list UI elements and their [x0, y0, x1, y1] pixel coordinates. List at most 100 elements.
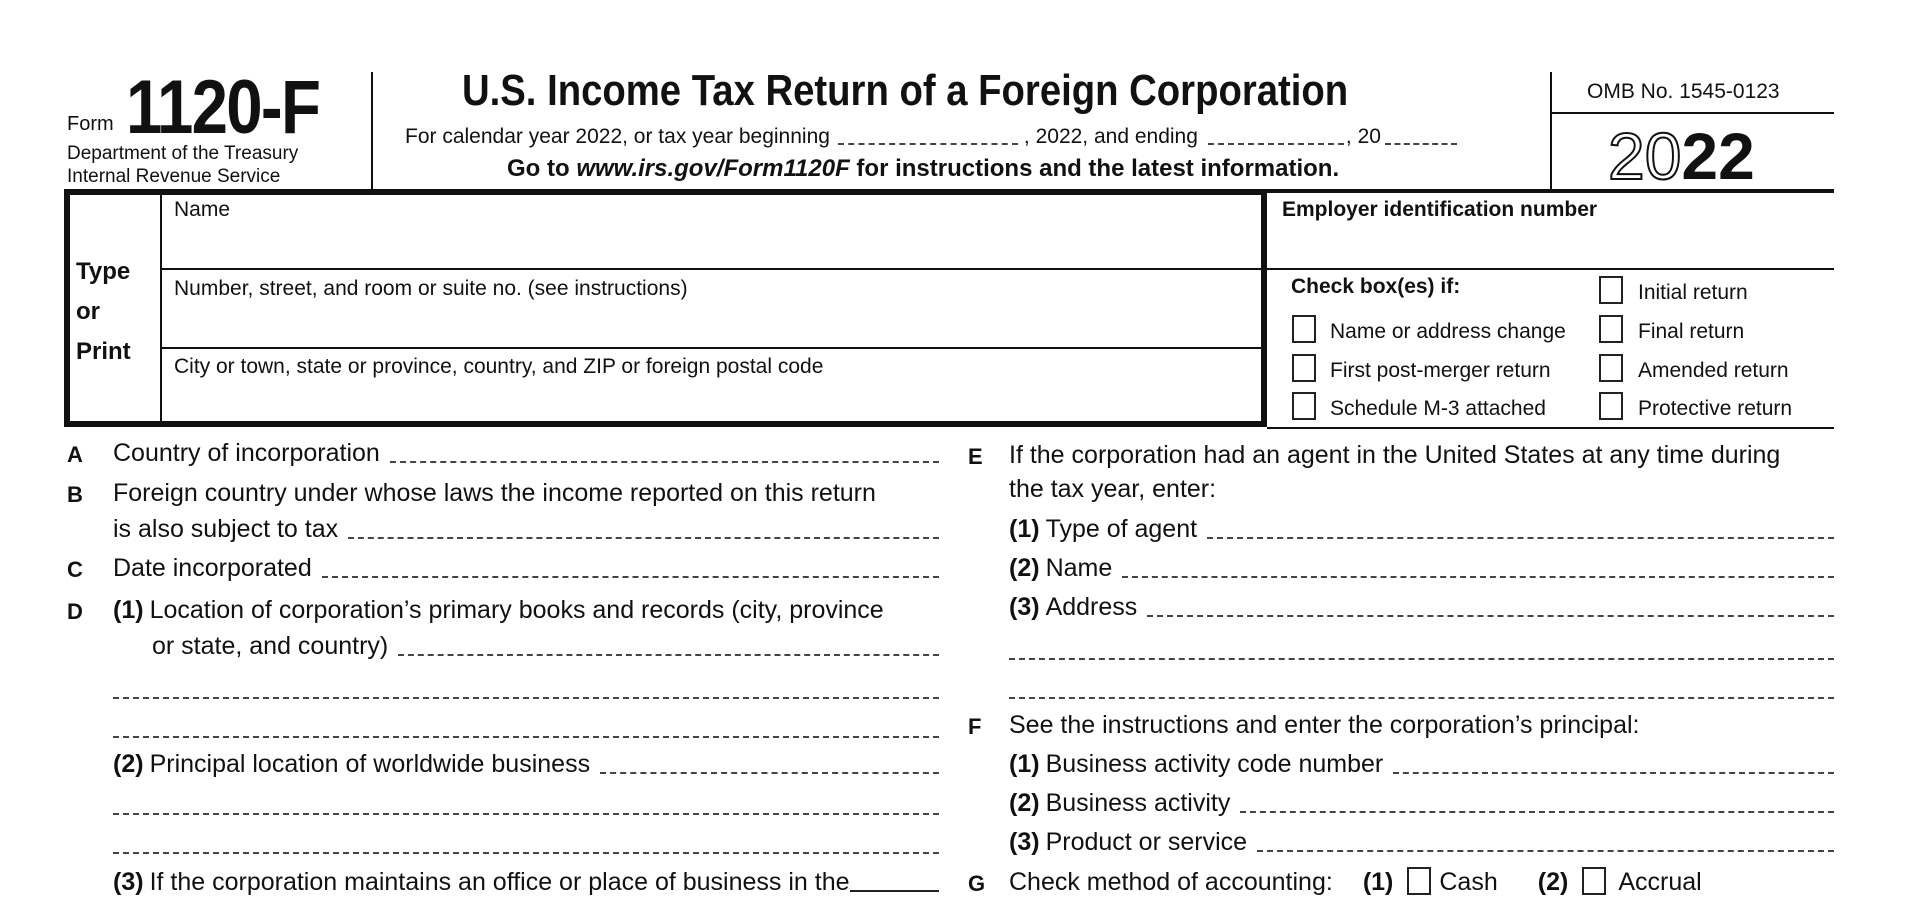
line-d2-extra	[113, 788, 939, 820]
schedule-m3-checkbox[interactable]	[1292, 392, 1316, 420]
dept-line1: Department of the Treasury	[67, 143, 299, 164]
tax-year-text-c: , 20	[1345, 125, 1381, 148]
line-e-cont: the tax year, enter:	[1009, 472, 1834, 504]
name-address-change-checkbox[interactable]	[1292, 315, 1316, 343]
books-location-field-2[interactable]	[113, 697, 939, 699]
tax-year-outline: 20	[1607, 118, 1682, 194]
line-f2: (2) Business activity	[1009, 786, 1834, 818]
agent-address-field[interactable]	[1147, 615, 1834, 617]
first-post-merger-checkbox[interactable]	[1292, 354, 1316, 382]
divider	[1267, 268, 1834, 270]
print-word: Print	[76, 338, 131, 365]
line-e-label: If the corporation had an agent in the U…	[1009, 441, 1781, 469]
goto-text-a: Go to	[507, 155, 577, 182]
line-e-label-cont: the tax year, enter:	[1009, 475, 1217, 503]
agent-address-field-2[interactable]	[1009, 658, 1834, 660]
line-f3: (3) Product or service	[1009, 825, 1834, 857]
name-label: Name	[174, 198, 231, 221]
line-d2-label: Principal location of worldwide business	[149, 750, 591, 778]
line-e3-number: (3)	[1009, 593, 1040, 621]
worldwide-business-field-2[interactable]	[113, 813, 939, 815]
country-of-incorporation-field[interactable]	[389, 461, 939, 463]
foreign-country-field[interactable]	[348, 537, 939, 539]
amended-return-checkbox[interactable]	[1599, 354, 1623, 382]
line-d1: D (1) Location of corporation’s primary bo…	[67, 593, 939, 625]
initial-return-checkbox[interactable]	[1599, 276, 1623, 304]
line-b-label: Foreign country under whose laws the inc…	[113, 479, 876, 507]
city-input[interactable]	[170, 383, 1255, 419]
line-d3-number: (3)	[113, 868, 144, 896]
line-b-label-cont: is also subject to tax	[113, 515, 339, 543]
line-d1-label: Location of corporation’s primary books …	[149, 596, 884, 624]
line-b-letter: B	[67, 482, 83, 507]
line-d3-label: If the corporation maintains an office o…	[149, 868, 850, 896]
line-d2-number: (2)	[113, 750, 144, 778]
divider	[160, 347, 1264, 349]
name-input[interactable]	[170, 226, 1255, 266]
line-c: C Date incorporated	[67, 551, 939, 583]
agent-address-field-3[interactable]	[1009, 697, 1834, 699]
cash-checkbox[interactable]	[1407, 867, 1432, 895]
line-b-cont: is also subject to tax	[113, 512, 939, 544]
books-location-field[interactable]	[398, 654, 939, 656]
divider	[371, 72, 373, 190]
accrual-label: Accrual	[1618, 868, 1702, 896]
line-e3: (3) Address	[1009, 590, 1834, 622]
city-label: City or town, state or province, country…	[174, 355, 824, 378]
line-d3-field[interactable]	[849, 890, 939, 892]
initial-return-label: Initial return	[1638, 281, 1748, 304]
agent-name-field[interactable]	[1122, 576, 1834, 578]
protective-return-checkbox[interactable]	[1599, 392, 1623, 420]
form-title: U.S. Income Tax Return of a Foreign Corp…	[462, 66, 1481, 116]
line-e3-label: Address	[1045, 593, 1138, 621]
street-input[interactable]	[170, 305, 1255, 345]
business-code-field[interactable]	[1393, 772, 1834, 774]
entity-box	[64, 189, 1267, 427]
tax-year-end-yy-field[interactable]	[1384, 143, 1457, 145]
line-c-label: Date incorporated	[113, 554, 312, 582]
line-e2-label: Name	[1045, 554, 1113, 582]
line-a-letter: A	[67, 442, 83, 467]
line-g-letter: G	[968, 871, 986, 896]
line-e2: (2) Name	[1009, 551, 1834, 583]
line-d1-extra	[113, 711, 939, 743]
line-d1-label-cont: or state, and country)	[152, 632, 389, 660]
line-d2-extra	[113, 827, 939, 859]
line-f1: (1) Business activity code number	[1009, 747, 1834, 779]
dept-line2: Internal Revenue Service	[67, 166, 281, 187]
line-g2-number: (2)	[1537, 868, 1569, 896]
line-e1-label: Type of agent	[1045, 515, 1198, 543]
line-e2-number: (2)	[1009, 554, 1040, 582]
divider	[160, 193, 162, 423]
final-return-checkbox[interactable]	[1599, 315, 1623, 343]
tax-year-text-b: , 2022, and ending	[1023, 125, 1198, 148]
business-activity-field[interactable]	[1240, 811, 1834, 813]
ein-input[interactable]	[1280, 226, 1830, 266]
tax-year-end-field[interactable]	[1207, 143, 1344, 145]
goto-url[interactable]: www.irs.gov/Form1120F	[576, 155, 850, 182]
final-return-label: Final return	[1638, 320, 1745, 343]
divider	[1550, 72, 1552, 190]
type-or-print: Type or Print	[76, 252, 131, 372]
product-service-field[interactable]	[1257, 850, 1834, 852]
line-f: F See the instructions and enter the corp…	[968, 708, 1834, 740]
date-incorporated-field[interactable]	[321, 576, 939, 578]
line-e1: (1) Type of agent	[1009, 512, 1834, 544]
form-number: 1120-F	[126, 64, 351, 151]
tax-year-begin-field[interactable]	[837, 143, 1018, 145]
or-word: or	[76, 298, 100, 325]
worldwide-business-field[interactable]	[600, 772, 939, 774]
accrual-checkbox[interactable]	[1582, 867, 1607, 895]
books-location-field-3[interactable]	[113, 736, 939, 738]
line-d1-number: (1)	[113, 596, 144, 624]
tax-year-line: For calendar year 2022, or tax year begi…	[405, 125, 1457, 149]
line-d2: (2) Principal location of worldwide busin…	[113, 747, 939, 779]
check-boxes-heading: Check box(es) if:	[1291, 275, 1461, 298]
name-address-change-label: Name or address change	[1330, 320, 1566, 343]
worldwide-business-field-3[interactable]	[113, 852, 939, 854]
divider	[1551, 112, 1834, 114]
divider	[1267, 427, 1834, 429]
amended-return-label: Amended return	[1638, 359, 1789, 382]
cash-label: Cash	[1439, 868, 1498, 896]
agent-type-field[interactable]	[1207, 537, 1834, 539]
